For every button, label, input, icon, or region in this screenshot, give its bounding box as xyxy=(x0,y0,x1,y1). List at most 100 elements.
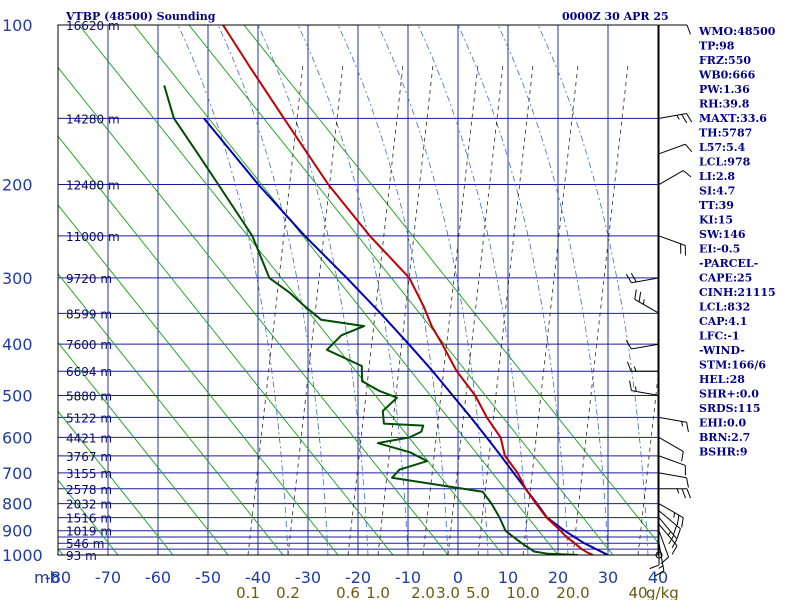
moist-adiabat-line xyxy=(217,25,329,555)
height-label: 14280 m xyxy=(66,112,120,126)
index-item: WMO:48500 xyxy=(698,25,776,38)
height-label: 11000 m xyxy=(66,230,120,244)
index-item: WB0:666 xyxy=(698,69,756,82)
mixing-ratio-tick-label: 2.0 xyxy=(411,584,435,600)
mixing-ratio-line xyxy=(522,64,579,555)
height-label: 7600 m xyxy=(66,338,112,352)
index-item: BRN:2.7 xyxy=(699,431,750,444)
chart-title: VTBP (48500) Sounding xyxy=(65,10,216,23)
moist-adiabat-line xyxy=(297,25,409,555)
mixing-ratio-line xyxy=(477,64,534,555)
wind-barb xyxy=(649,537,660,570)
moist-adiabat-line xyxy=(257,25,369,555)
sounding-profiles xyxy=(163,25,609,555)
height-label: 3155 m xyxy=(66,467,112,481)
moist-adiabat-line xyxy=(497,25,609,555)
height-label: 5122 m xyxy=(66,411,112,425)
pressure-tick-label: 400 xyxy=(2,335,33,354)
temperature-tick-label: -40 xyxy=(245,568,271,587)
wind-barb xyxy=(658,235,686,256)
dry-adiabat-line xyxy=(188,25,614,555)
temperature-tick-label: -10 xyxy=(395,568,421,587)
mixing-ratio-tick-label: 1.0 xyxy=(366,584,390,600)
index-item: MAXT:33.6 xyxy=(699,112,767,125)
pressure-tick-label: 700 xyxy=(2,464,33,483)
wind-barb xyxy=(625,273,660,284)
index-item: LCL:978 xyxy=(699,156,751,169)
wind-barb xyxy=(634,289,660,314)
index-item: SI:4.7 xyxy=(699,185,735,198)
moist-adiabat-line xyxy=(177,25,289,555)
index-item: SRDS:115 xyxy=(699,402,761,415)
wind-barb xyxy=(658,472,689,488)
mixing-ratio-tick-label: 0.6 xyxy=(336,584,360,600)
temperature-tick-label: -70 xyxy=(95,568,121,587)
index-item: EI:-0.5 xyxy=(699,243,740,256)
wind-barbs xyxy=(625,24,693,577)
moist-adiabat-line xyxy=(537,25,649,555)
pressure-tick-label: 100 xyxy=(2,16,33,35)
wind-barb xyxy=(658,523,678,555)
wind-barb xyxy=(659,24,692,35)
index-item: LCL:832 xyxy=(699,301,750,314)
dry-adiabat-line xyxy=(58,204,339,555)
temperature-tick-label: -20 xyxy=(345,568,371,587)
wind-barb xyxy=(658,510,681,539)
index-item: LFC:-1 xyxy=(699,330,740,343)
dry-adiabat-line xyxy=(58,341,229,555)
index-item: BSHR:9 xyxy=(699,446,748,459)
dry-adiabat-line xyxy=(133,25,559,555)
temperature-tick-label: 0 xyxy=(453,568,463,587)
pressure-unit-label: mb xyxy=(34,568,60,587)
temperature-tick-label: 10 xyxy=(498,568,518,587)
wind-barb xyxy=(626,361,659,372)
index-item: CINH:21115 xyxy=(699,286,776,299)
height-label: 1019 m xyxy=(66,525,112,539)
mixing-ratio-tick-label: 10.0 xyxy=(506,584,539,600)
temperature-line xyxy=(222,25,594,555)
index-item: -PARCEL- xyxy=(699,257,758,270)
dry-adiabat-line xyxy=(58,410,174,555)
moist-adiabat-line xyxy=(337,25,449,555)
moist-adiabat-line xyxy=(417,25,529,555)
wind-barb xyxy=(658,455,686,476)
wind-barb xyxy=(658,143,693,155)
mixing-ratio-line xyxy=(247,64,304,555)
mixing-ratio-tick-label: 40 xyxy=(628,584,647,600)
height-label: 12480 m xyxy=(66,179,120,193)
temperature-tick-label: -30 xyxy=(295,568,321,587)
wind-barb xyxy=(658,503,684,528)
height-label: 546 m xyxy=(66,537,104,551)
index-item: PW:1.36 xyxy=(699,83,750,96)
height-label: 4421 m xyxy=(66,431,112,445)
index-item: SHR+:0.0 xyxy=(699,388,759,401)
pressure-tick-label: 1000 xyxy=(2,546,43,565)
temperature-tick-label: 40 xyxy=(648,568,668,587)
mixing-ratio-unit-label: g/kg xyxy=(646,584,679,600)
grid-lines xyxy=(58,25,658,555)
height-label: 2032 m xyxy=(66,498,112,512)
dry-adiabat-line xyxy=(243,25,658,544)
mixing-ratio-tick-label: 20.0 xyxy=(556,584,589,600)
pressure-tick-label: 300 xyxy=(2,269,33,288)
dry-adiabat-line xyxy=(78,25,504,555)
height-label: 6694 m xyxy=(66,365,112,379)
dry-adiabat-line xyxy=(58,273,284,555)
pressure-tick-label: 500 xyxy=(2,386,33,405)
wind-barb xyxy=(658,416,689,433)
height-label: 2578 m xyxy=(66,483,112,497)
index-item: CAPE:25 xyxy=(699,272,752,285)
index-item: STM:166/6 xyxy=(699,359,766,372)
index-item: HEL:28 xyxy=(699,373,745,386)
wind-barb xyxy=(658,112,693,124)
mixing-ratio-line xyxy=(447,64,504,555)
pressure-tick-label: 800 xyxy=(2,495,33,514)
wind-barb xyxy=(658,436,684,462)
height-label: 93 m xyxy=(66,549,97,563)
index-item: TP:98 xyxy=(699,40,735,53)
wind-barb xyxy=(629,380,660,396)
wind-barb xyxy=(655,551,663,559)
